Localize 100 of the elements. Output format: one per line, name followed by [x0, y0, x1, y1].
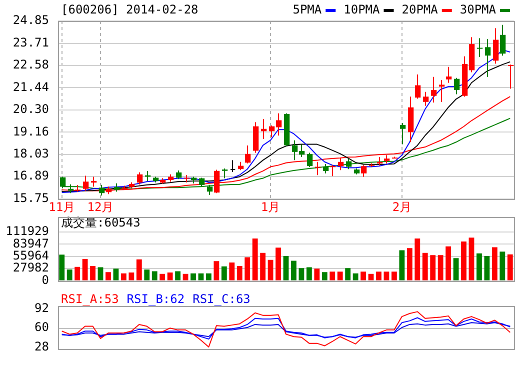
bar — [399, 250, 405, 280]
bar — [244, 257, 250, 280]
bar — [106, 272, 111, 280]
bar — [167, 272, 173, 280]
candlestick — [91, 176, 97, 188]
legend-label: 30PMA — [460, 2, 497, 17]
legend-label: 5PMA — [292, 2, 322, 17]
bar — [113, 268, 119, 280]
candlestick — [454, 77, 460, 95]
bar — [136, 259, 142, 280]
bar — [198, 273, 204, 280]
bar — [438, 255, 444, 280]
bar — [392, 272, 397, 280]
bar — [190, 273, 196, 280]
y-tick-label: 111929 — [6, 224, 49, 238]
legend-label: 10PMA — [344, 2, 381, 17]
y-tick-label: 55964 — [12, 248, 49, 263]
candlestick — [315, 161, 321, 176]
candlestick — [323, 164, 329, 174]
bar — [298, 268, 304, 280]
bar — [182, 274, 188, 280]
y-tick-label: 0 — [42, 272, 49, 287]
candlestick — [446, 66, 452, 84]
bar — [98, 267, 104, 280]
candlestick — [184, 174, 190, 183]
candlestick — [415, 74, 421, 100]
x-tick-label: 11月 — [48, 200, 76, 214]
candlestick — [493, 28, 499, 64]
y-tick-label: 18.03 — [12, 146, 49, 160]
bar — [492, 247, 498, 280]
bar — [291, 260, 296, 280]
bar — [322, 272, 328, 280]
bar — [484, 256, 490, 280]
y-tick-label: 24.85 — [12, 13, 49, 28]
candlestick — [500, 24, 506, 56]
bar — [260, 252, 266, 280]
bar — [476, 253, 482, 280]
bar — [422, 252, 428, 280]
y-tick-label: 23.71 — [12, 35, 49, 50]
bar — [128, 272, 134, 280]
bar — [214, 261, 220, 280]
series-label: RSI_C:63 — [192, 292, 250, 306]
bar — [66, 269, 72, 280]
candlestick — [423, 91, 429, 106]
bar — [120, 273, 126, 280]
bar — [221, 266, 227, 280]
candlestick — [245, 144, 251, 164]
candlestick — [338, 158, 344, 171]
y-tick-label: 21.44 — [12, 80, 49, 94]
bar — [175, 271, 180, 280]
candlestick — [330, 164, 336, 177]
bar — [144, 269, 150, 280]
y-tick-label: 28 — [34, 340, 49, 354]
candlestick — [137, 172, 143, 185]
bar — [337, 272, 343, 280]
bar — [368, 274, 374, 280]
bar — [314, 268, 320, 280]
bar — [360, 272, 366, 280]
candlestick — [400, 122, 406, 145]
y-tick-label: 15.75 — [12, 190, 49, 205]
candlestick — [431, 76, 437, 103]
bar — [345, 268, 351, 280]
bar — [160, 274, 166, 280]
x-tick-label: 12月 — [87, 200, 114, 214]
candlestick — [83, 175, 89, 192]
bar — [59, 254, 65, 280]
bar — [461, 242, 466, 280]
bar — [414, 238, 420, 280]
y-tick-label: 83947 — [12, 236, 49, 250]
y-tick-label: 19.16 — [12, 124, 49, 138]
candlestick — [230, 160, 236, 172]
candlestick — [485, 38, 491, 78]
candlestick — [361, 164, 367, 178]
y-tick-label: 20.30 — [12, 102, 49, 116]
bar — [268, 260, 274, 280]
bar — [229, 262, 235, 280]
bar — [90, 266, 96, 280]
bar — [306, 267, 312, 280]
text: RSI_B:62 — [126, 292, 185, 306]
chart-title: [600206] 2014-02-28 — [61, 2, 198, 17]
y-tick-label: 92 — [34, 300, 49, 315]
bar — [74, 266, 80, 280]
bar — [384, 272, 390, 280]
x-tick-label: 1月 — [260, 200, 280, 214]
bar — [406, 248, 412, 280]
x-tick-label: 2月 — [392, 200, 412, 214]
bar — [276, 248, 281, 280]
legend-label: 20PMA — [402, 2, 439, 17]
text: RSI_A:53 — [61, 292, 119, 306]
bar — [468, 238, 474, 280]
bar — [453, 258, 459, 280]
bar — [152, 271, 158, 280]
bar — [352, 273, 358, 280]
candlestick — [222, 168, 228, 179]
bar — [430, 255, 436, 280]
y-tick-label: 22.58 — [12, 57, 49, 72]
bar — [500, 252, 506, 280]
y-tick-label: 16.89 — [12, 168, 49, 183]
bar — [206, 273, 212, 280]
bar — [330, 272, 336, 280]
